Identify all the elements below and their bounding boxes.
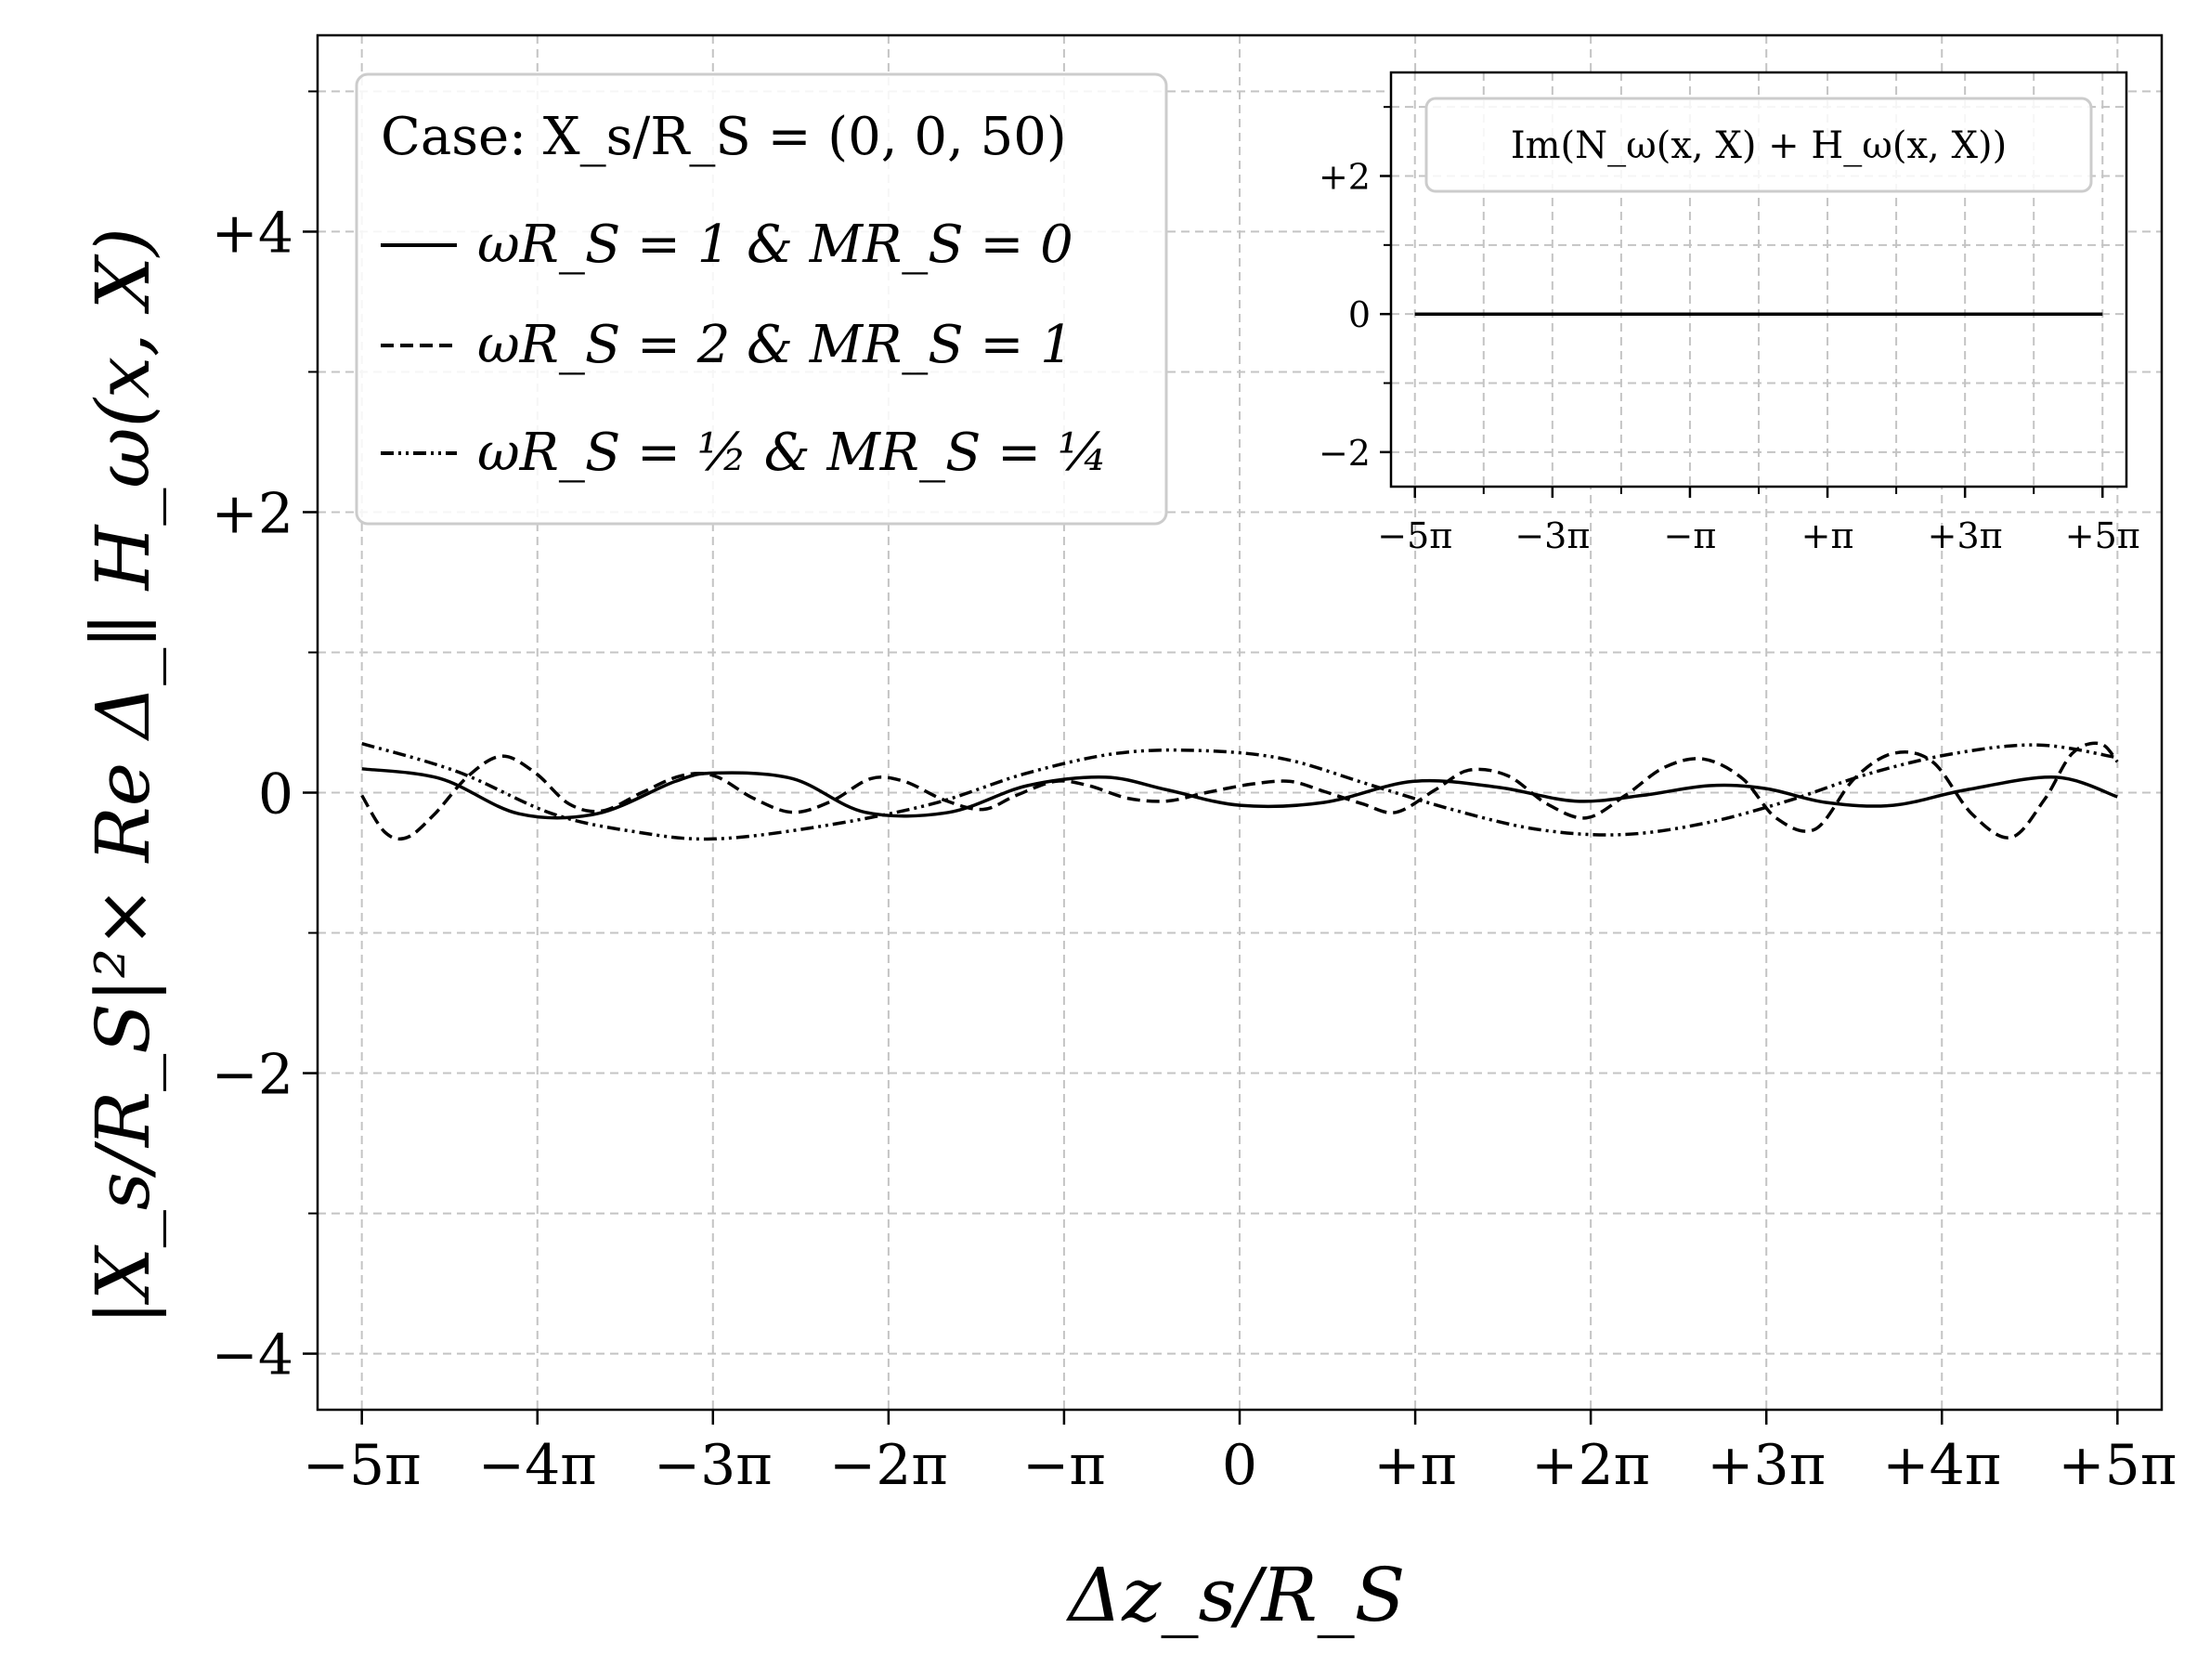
inset-y-tick-label: −2 <box>1319 433 1371 474</box>
inset-x-tick-label: −π <box>1664 515 1717 556</box>
inset-legend: Im(N_ω(x, X) + H_ω(x, X)) <box>1424 97 2093 193</box>
inset-y-tick-label: 0 <box>1348 294 1371 335</box>
main-y-tick-label: +4 <box>212 201 293 266</box>
main-y-tick-label: −2 <box>212 1043 293 1108</box>
main-x-tick-label: −π <box>1022 1433 1106 1498</box>
main-y-tick-label: +2 <box>212 481 293 546</box>
inset-x-tick-label: +3π <box>1928 515 2003 556</box>
main-y-tick-label: 0 <box>258 762 293 827</box>
legend-entry-1: ωR_S = 1 & MR_S = 0 <box>477 215 1073 275</box>
inset-x-tick-label: −5π <box>1377 515 1452 556</box>
inset-x-tick-label: −3π <box>1514 515 1590 556</box>
main-x-tick-label: +3π <box>1707 1433 1826 1498</box>
main-x-tick-label: 0 <box>1222 1433 1257 1498</box>
main-y-tick-label: −4 <box>212 1323 293 1388</box>
main-series <box>360 741 2119 841</box>
legend-entry-3: ωR_S = ½ & MR_S = ¼ <box>477 423 1108 483</box>
main-x-tick-label: −2π <box>829 1433 948 1498</box>
inset-y-tick-label: +2 <box>1319 157 1371 198</box>
inset-legend-box <box>1424 97 2093 193</box>
main-series-line-dashdotdot <box>361 742 2118 841</box>
main-x-tick-label: +4π <box>1882 1433 2001 1498</box>
main-legend: Case: X_s/R_S = (0, 0, 50) ωR_S = 1 & MR… <box>355 72 1168 526</box>
main-legend-box <box>355 72 1168 526</box>
main-x-tick-label: +2π <box>1531 1433 1650 1498</box>
inset-x-tick-label: +5π <box>2065 515 2140 556</box>
legend-entry-2: ωR_S = 2 & MR_S = 1 <box>477 315 1073 375</box>
main-x-tick-label: −3π <box>654 1433 773 1498</box>
main-axis-ticks: −5π −4π −3π −2π −π 0 +π +2π +3π +4π +5π +4 +2 0 −2 −4 <box>212 90 2177 1498</box>
y-axis-title: |X_s/R_S|²× Re Δ_∥ H_ω(x, X) <box>80 228 166 1325</box>
main-x-tick-label: −5π <box>303 1433 422 1498</box>
main-x-tick-label: +5π <box>2058 1433 2177 1498</box>
x-axis-title: Δz_s/R_S <box>1066 1552 1406 1638</box>
main-series-line-solid <box>361 767 2118 820</box>
main-x-tick-label: +π <box>1373 1433 1457 1498</box>
inset-legend-label: Im(N_ω(x, X) + H_ω(x, X)) <box>1511 124 2007 167</box>
inset-axis-ticks: −5π −3π −π +π +3π +5π +2 0 −2 <box>1319 106 2140 556</box>
main-legend-title: Case: X_s/R_S = (0, 0, 50) <box>381 107 1067 167</box>
inset-plot: Im(N_ω(x, X) + H_ω(x, X)) −5π −3π −π +π +3π +… <box>1319 71 2140 556</box>
inset-x-tick-label: +π <box>1801 515 1854 556</box>
main-x-tick-label: −4π <box>478 1433 597 1498</box>
